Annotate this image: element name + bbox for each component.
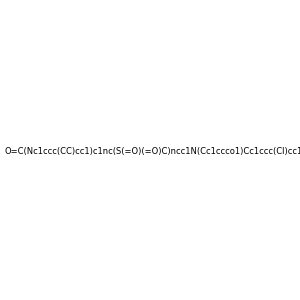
- Text: O=C(Nc1ccc(CC)cc1)c1nc(S(=O)(=O)C)ncc1N(Cc1ccco1)Cc1ccc(Cl)cc1: O=C(Nc1ccc(CC)cc1)c1nc(S(=O)(=O)C)ncc1N(…: [4, 147, 300, 156]
